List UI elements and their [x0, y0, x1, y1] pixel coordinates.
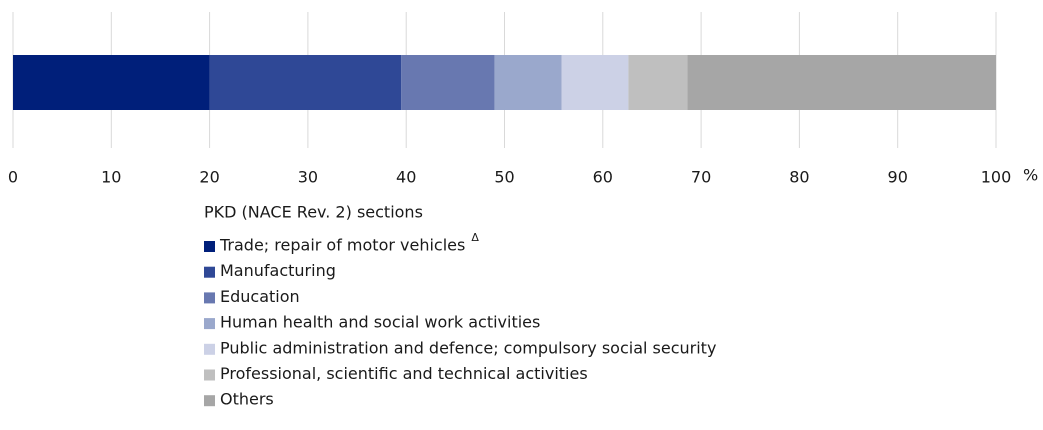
x-tick-label: 10 — [101, 168, 121, 187]
x-tick-label: 20 — [199, 168, 219, 187]
legend-swatch — [204, 292, 215, 304]
bar-segment — [13, 55, 210, 110]
legend-label: Others — [220, 390, 274, 409]
legend-label: Trade; repair of motor vehicles — [219, 236, 465, 255]
x-tick-label: 100 — [981, 168, 1012, 187]
legend-title: PKD (NACE Rev. 2) sections — [204, 203, 423, 222]
legend-swatch — [204, 395, 215, 407]
x-tick-label: 30 — [298, 168, 318, 187]
legend-label: Manufacturing — [220, 261, 336, 280]
legend-label: Public administration and defence; compu… — [220, 338, 716, 357]
bar-segment — [561, 55, 629, 110]
legend-swatch — [204, 318, 215, 330]
legend-swatch — [204, 369, 215, 381]
x-tick-label: 60 — [593, 168, 613, 187]
x-tick-label: 0 — [8, 168, 18, 187]
legend-label: Education — [220, 287, 300, 306]
legend-swatch — [204, 266, 215, 278]
legend-swatch — [204, 241, 215, 252]
legend-swatch — [204, 343, 215, 355]
bar-segment — [401, 55, 495, 110]
x-tick-label: 40 — [396, 168, 416, 187]
axis-unit: % — [1023, 166, 1038, 185]
x-tick-label: 50 — [494, 168, 514, 187]
bar-segment — [209, 55, 402, 110]
x-tick-label: 70 — [691, 168, 711, 187]
bar-segment — [687, 55, 996, 110]
x-tick-label: 80 — [789, 168, 809, 187]
bar-segment — [494, 55, 562, 110]
x-tick-label: 90 — [888, 168, 908, 187]
legend-label: Human health and social work activities — [220, 313, 540, 332]
legend-note: Δ — [471, 231, 479, 244]
bar-segment — [628, 55, 688, 110]
legend-label: Professional, scientific and technical a… — [220, 364, 588, 383]
